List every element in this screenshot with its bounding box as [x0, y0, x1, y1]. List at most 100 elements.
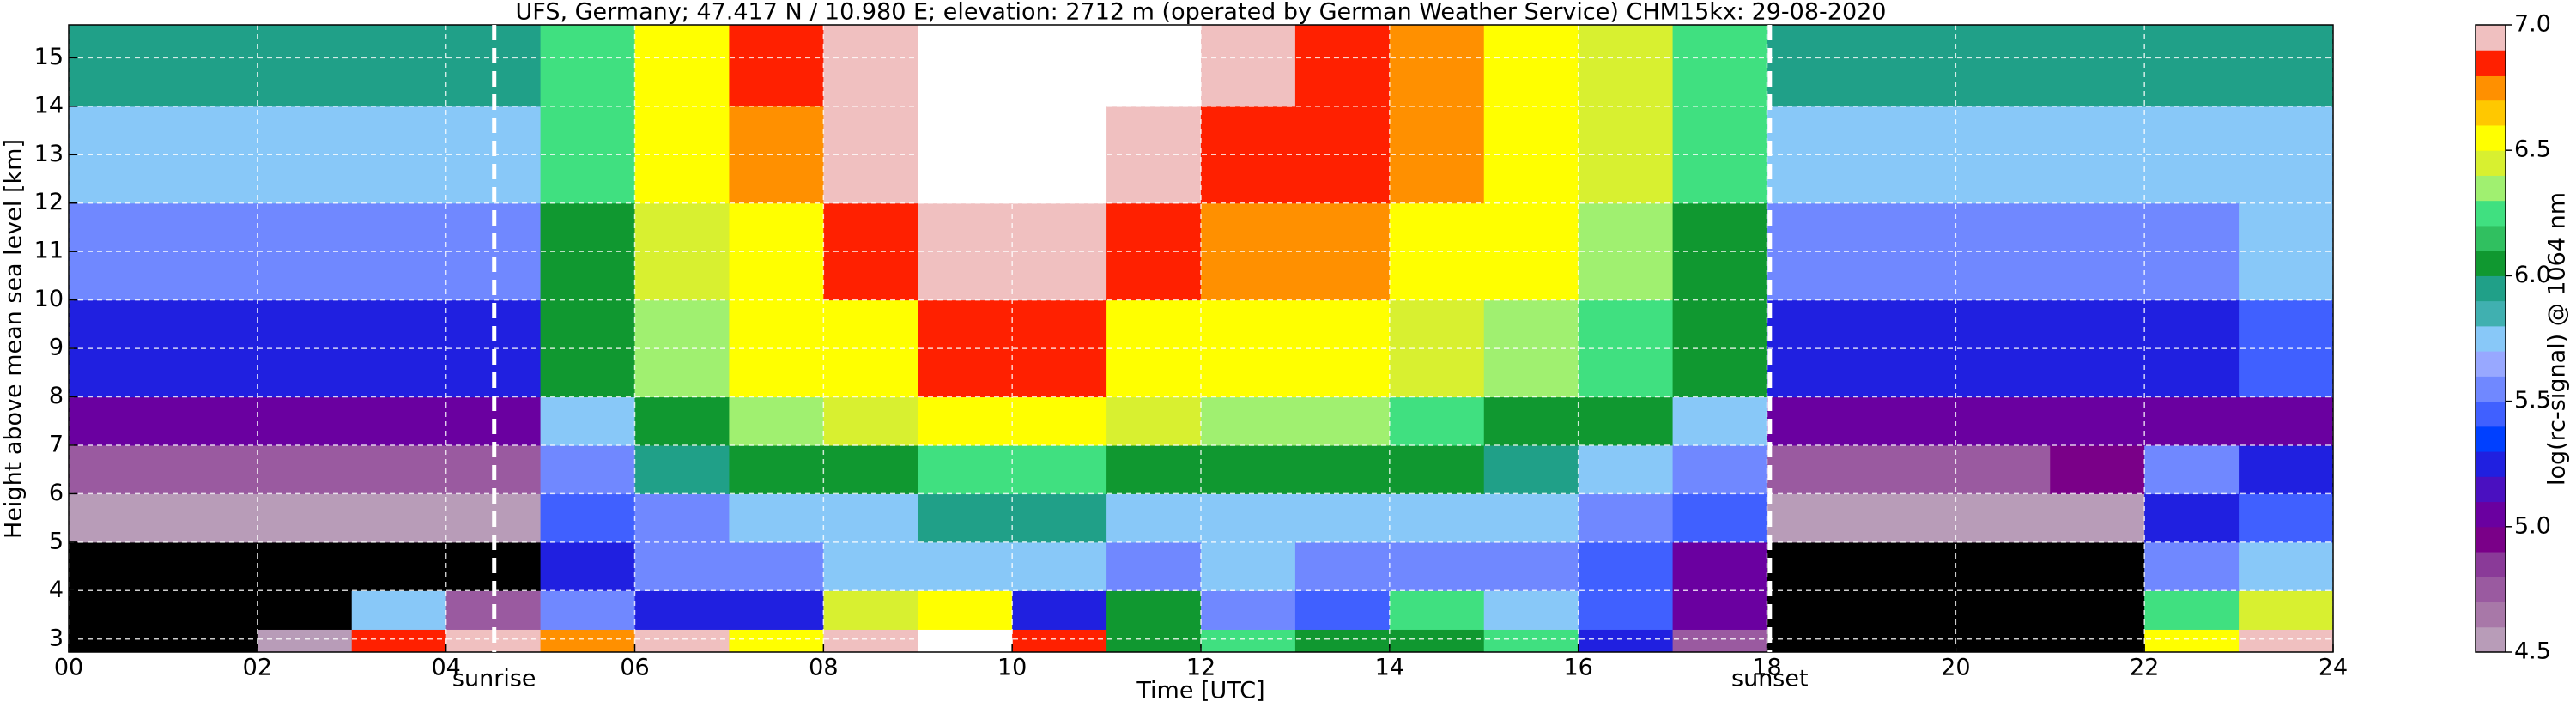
heatmap-cell — [918, 444, 1013, 494]
colorbar-swatch — [2476, 251, 2506, 276]
heatmap-cell — [729, 25, 824, 107]
heatmap-cell — [257, 590, 353, 630]
heatmap-cell — [162, 396, 258, 446]
heatmap-cell — [2144, 590, 2240, 630]
heatmap-cell — [1389, 396, 1485, 446]
y-axis-label: Height above mean sea level [km] — [1, 139, 27, 539]
y-tick-label: 15 — [34, 44, 64, 70]
heatmap-cell — [351, 493, 447, 543]
y-tick-label: 8 — [49, 383, 64, 409]
heatmap-cell — [351, 629, 447, 653]
heatmap-cell — [1012, 396, 1107, 446]
colorbar-swatch — [2476, 300, 2506, 327]
heatmap-cell — [162, 590, 258, 630]
heatmap-cell — [823, 396, 918, 446]
y-tick-label: 3 — [49, 625, 64, 651]
heatmap-cell — [2144, 444, 2240, 494]
heatmap-cell — [823, 590, 918, 630]
heatmap-cell — [918, 541, 1013, 591]
heatmap-cell — [540, 396, 635, 446]
colorbar-tick-label: 5.5 — [2514, 387, 2551, 414]
y-tick-label: 6 — [49, 480, 64, 506]
y-tick-label: 11 — [34, 238, 64, 264]
heatmap-cell — [2144, 25, 2240, 107]
heatmap-cell — [1955, 396, 2051, 446]
heatmap-cell — [1201, 629, 1296, 653]
colorbar-swatch — [2476, 426, 2506, 452]
heatmap-cell — [1955, 629, 2051, 653]
x-tick-label: 24 — [2318, 655, 2348, 681]
heatmap-cell — [823, 493, 918, 543]
heatmap-cell — [351, 541, 447, 591]
heatmap-cell — [1106, 541, 1202, 591]
heatmap-cell — [257, 396, 353, 446]
heatmap-cell — [1483, 541, 1579, 591]
annotation-label: sunset — [1731, 666, 1809, 692]
colorbar-swatch — [2476, 124, 2506, 151]
heatmap-cell — [1767, 25, 1862, 107]
x-tick-label: 12 — [1186, 655, 1215, 681]
colorbar-swatch — [2476, 150, 2506, 176]
heatmap-cell — [634, 396, 730, 446]
heatmap-cell — [729, 629, 824, 653]
y-tick-label: 7 — [49, 431, 64, 457]
colorbar-swatch — [2476, 100, 2506, 126]
heatmap-cell — [351, 444, 447, 494]
colorbar-swatch — [2476, 200, 2506, 227]
heatmap-cell — [2239, 629, 2334, 653]
heatmap-cell — [1106, 444, 1202, 494]
heatmap-cell — [1389, 25, 1485, 107]
heatmap-cell — [1389, 444, 1485, 494]
heatmap-cell — [1861, 629, 1956, 653]
y-tick-label: 12 — [34, 189, 64, 215]
x-axis-label: Time [UTC] — [1136, 678, 1264, 704]
y-tick-label: 4 — [49, 577, 64, 603]
colorbar-swatch — [2476, 376, 2506, 402]
heatmap-cell — [351, 25, 447, 107]
heatmap-cell — [1106, 590, 1202, 630]
colorbar-swatch — [2476, 476, 2506, 503]
heatmap-cell — [1767, 444, 1862, 494]
colorbar-tick-label: 6.5 — [2514, 136, 2551, 163]
heatmap-cell — [918, 590, 1013, 630]
heatmap-cell — [1483, 396, 1579, 446]
heatmap-cell — [1861, 541, 1956, 591]
heatmap-cell — [1106, 396, 1202, 446]
heatmap-cell — [69, 590, 164, 630]
heatmap-cell — [162, 444, 258, 494]
heatmap-cell — [69, 444, 164, 494]
x-tick-label: 18 — [1752, 655, 1781, 681]
colorbar-swatch — [2476, 25, 2506, 51]
colorbar-tick-label: 6.0 — [2514, 262, 2551, 288]
heatmap-cell — [823, 25, 918, 107]
heatmap-cell — [540, 541, 635, 591]
heatmap-cell — [1294, 25, 1391, 107]
heatmap-cell — [1012, 444, 1107, 494]
heatmap-cell — [1294, 493, 1391, 543]
heatmap-cell — [1672, 444, 1767, 494]
heatmap-cell — [540, 493, 635, 543]
heatmap-cell — [634, 541, 730, 591]
heatmap-cell — [540, 590, 635, 630]
heatmap-cell — [1201, 25, 1296, 107]
heatmap-cell — [1955, 590, 2051, 630]
heatmap-cell — [1861, 493, 1956, 543]
heatmap-cell — [257, 25, 353, 107]
heatmap-cell — [1201, 396, 1296, 446]
heatmap-cell — [1012, 629, 1107, 653]
heatmap-cell — [823, 629, 918, 653]
heatmap-cell — [729, 541, 824, 591]
heatmap-cell — [162, 629, 258, 653]
heatmap-cell — [2050, 541, 2145, 591]
heatmap-cell — [1389, 541, 1485, 591]
heatmap-cell — [1389, 629, 1485, 653]
heatmap-cell — [1672, 493, 1767, 543]
heatmap-cell — [2239, 541, 2334, 591]
heatmap-cell — [1483, 444, 1579, 494]
heatmap-cell — [2050, 493, 2145, 543]
heatmap-cell — [1389, 493, 1485, 543]
heatmap-cell — [918, 396, 1013, 446]
heatmap-cell — [1578, 629, 1674, 653]
heatmap-cell — [1578, 396, 1674, 446]
